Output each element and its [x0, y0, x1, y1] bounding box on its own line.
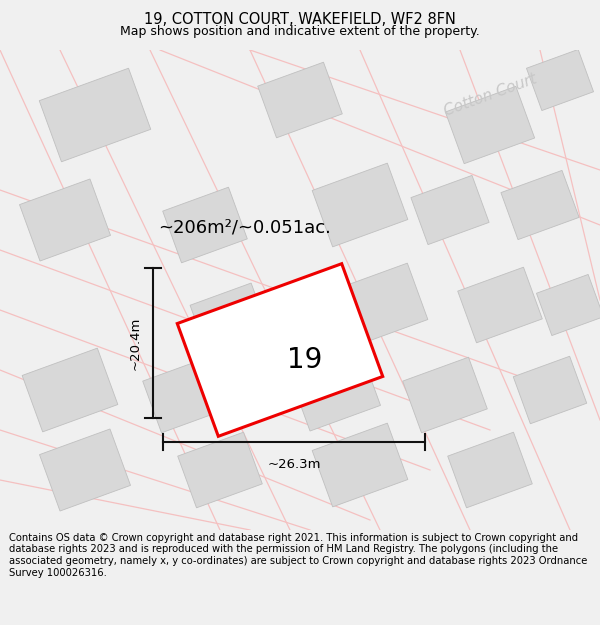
- Polygon shape: [445, 86, 535, 164]
- Text: 19, COTTON COURT, WAKEFIELD, WF2 8FN: 19, COTTON COURT, WAKEFIELD, WF2 8FN: [144, 12, 456, 28]
- Polygon shape: [513, 356, 587, 424]
- Text: ~26.3m: ~26.3m: [267, 458, 321, 471]
- Text: Map shows position and indicative extent of the property.: Map shows position and indicative extent…: [120, 24, 480, 38]
- Polygon shape: [536, 274, 600, 336]
- Polygon shape: [177, 264, 383, 436]
- Polygon shape: [290, 349, 380, 431]
- Text: ~206m²/~0.051ac.: ~206m²/~0.051ac.: [158, 219, 331, 237]
- Polygon shape: [312, 163, 408, 247]
- Polygon shape: [458, 268, 542, 342]
- Text: ~20.4m: ~20.4m: [128, 316, 142, 369]
- Text: Contains OS data © Crown copyright and database right 2021. This information is : Contains OS data © Crown copyright and d…: [9, 533, 587, 578]
- Polygon shape: [178, 432, 262, 508]
- Polygon shape: [39, 68, 151, 162]
- Polygon shape: [22, 348, 118, 432]
- Polygon shape: [40, 429, 130, 511]
- Polygon shape: [143, 357, 227, 432]
- Polygon shape: [312, 423, 408, 507]
- Polygon shape: [526, 49, 593, 111]
- Text: 19: 19: [287, 346, 323, 374]
- Polygon shape: [332, 263, 428, 347]
- Polygon shape: [258, 62, 342, 138]
- Polygon shape: [411, 176, 489, 244]
- Polygon shape: [163, 188, 247, 262]
- Text: Cotton Court: Cotton Court: [442, 71, 538, 119]
- Polygon shape: [403, 357, 487, 432]
- Polygon shape: [20, 179, 110, 261]
- Polygon shape: [190, 283, 270, 357]
- Polygon shape: [501, 171, 579, 239]
- Polygon shape: [448, 432, 532, 508]
